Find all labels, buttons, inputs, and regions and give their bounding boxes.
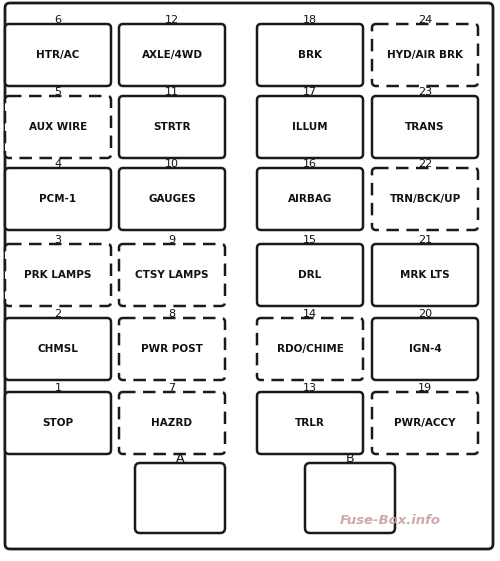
FancyBboxPatch shape — [119, 96, 225, 158]
Text: PWR POST: PWR POST — [141, 344, 203, 354]
Text: 13: 13 — [303, 383, 317, 393]
Text: BRK: BRK — [298, 50, 322, 60]
Text: STOP: STOP — [42, 418, 74, 428]
Text: 15: 15 — [303, 235, 317, 245]
Text: CHMSL: CHMSL — [38, 344, 78, 354]
FancyBboxPatch shape — [257, 24, 363, 86]
FancyBboxPatch shape — [5, 24, 111, 86]
Text: 17: 17 — [303, 87, 317, 97]
FancyBboxPatch shape — [119, 318, 225, 380]
FancyBboxPatch shape — [257, 244, 363, 306]
FancyBboxPatch shape — [119, 392, 225, 454]
FancyBboxPatch shape — [5, 244, 111, 306]
Text: CTSY LAMPS: CTSY LAMPS — [135, 270, 209, 280]
Text: A: A — [176, 452, 184, 465]
Text: 16: 16 — [303, 159, 317, 169]
FancyBboxPatch shape — [257, 168, 363, 230]
Text: B: B — [346, 452, 354, 465]
FancyBboxPatch shape — [372, 168, 478, 230]
FancyBboxPatch shape — [5, 318, 111, 380]
FancyBboxPatch shape — [119, 244, 225, 306]
Text: 14: 14 — [303, 309, 317, 319]
Text: HYD/AIR BRK: HYD/AIR BRK — [387, 50, 463, 60]
Text: MRK LTS: MRK LTS — [400, 270, 450, 280]
FancyBboxPatch shape — [372, 244, 478, 306]
Text: IGN-4: IGN-4 — [408, 344, 442, 354]
Text: AXLE/4WD: AXLE/4WD — [142, 50, 203, 60]
Text: DRL: DRL — [298, 270, 322, 280]
FancyBboxPatch shape — [372, 392, 478, 454]
Text: PRK LAMPS: PRK LAMPS — [24, 270, 92, 280]
Text: 6: 6 — [54, 15, 62, 25]
Text: 8: 8 — [168, 309, 175, 319]
Text: 5: 5 — [54, 87, 62, 97]
Text: 24: 24 — [418, 15, 432, 25]
Text: 11: 11 — [165, 87, 179, 97]
Text: HAZRD: HAZRD — [152, 418, 192, 428]
Text: PWR/ACCY: PWR/ACCY — [394, 418, 456, 428]
FancyBboxPatch shape — [372, 24, 478, 86]
FancyBboxPatch shape — [5, 392, 111, 454]
Text: 18: 18 — [303, 15, 317, 25]
Text: 20: 20 — [418, 309, 432, 319]
Text: ILLUM: ILLUM — [292, 122, 328, 132]
FancyBboxPatch shape — [119, 168, 225, 230]
FancyBboxPatch shape — [5, 96, 111, 158]
Text: TRANS: TRANS — [405, 122, 445, 132]
Text: TRN/BCK/UP: TRN/BCK/UP — [390, 194, 460, 204]
Text: PCM-1: PCM-1 — [40, 194, 76, 204]
Text: RDO/CHIME: RDO/CHIME — [276, 344, 344, 354]
Text: 9: 9 — [168, 235, 175, 245]
Text: 12: 12 — [165, 15, 179, 25]
Text: AIRBAG: AIRBAG — [288, 194, 332, 204]
Text: 4: 4 — [54, 159, 62, 169]
Text: STRTR: STRTR — [153, 122, 191, 132]
Text: Fuse-Box.info: Fuse-Box.info — [340, 513, 440, 527]
Text: TRLR: TRLR — [295, 418, 325, 428]
Text: GAUGES: GAUGES — [148, 194, 196, 204]
FancyBboxPatch shape — [119, 24, 225, 86]
Text: 3: 3 — [54, 235, 62, 245]
Text: HTR/AC: HTR/AC — [36, 50, 80, 60]
FancyBboxPatch shape — [372, 318, 478, 380]
Text: 7: 7 — [168, 383, 175, 393]
Text: 1: 1 — [54, 383, 62, 393]
Text: 10: 10 — [165, 159, 179, 169]
FancyBboxPatch shape — [305, 463, 395, 533]
Text: 19: 19 — [418, 383, 432, 393]
Text: 2: 2 — [54, 309, 62, 319]
FancyBboxPatch shape — [257, 318, 363, 380]
Text: 21: 21 — [418, 235, 432, 245]
FancyBboxPatch shape — [372, 96, 478, 158]
Text: AUX WIRE: AUX WIRE — [29, 122, 87, 132]
FancyBboxPatch shape — [257, 392, 363, 454]
FancyBboxPatch shape — [135, 463, 225, 533]
Text: 23: 23 — [418, 87, 432, 97]
FancyBboxPatch shape — [257, 96, 363, 158]
FancyBboxPatch shape — [5, 168, 111, 230]
Text: 22: 22 — [418, 159, 432, 169]
